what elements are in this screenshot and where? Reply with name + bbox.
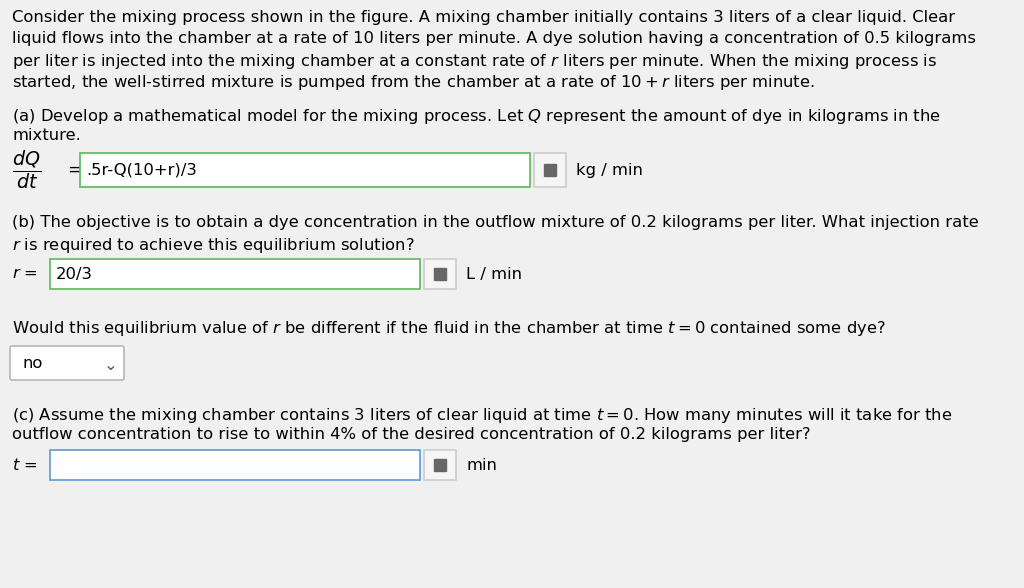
FancyBboxPatch shape <box>534 153 566 187</box>
Text: kg / min: kg / min <box>575 162 643 178</box>
FancyBboxPatch shape <box>424 450 456 480</box>
Text: Would this equilibrium value of $r$ be different if the fluid in the chamber at : Would this equilibrium value of $r$ be d… <box>12 319 886 338</box>
Text: per liter is injected into the mixing chamber at a constant rate of $r$ liters p: per liter is injected into the mixing ch… <box>12 52 937 71</box>
FancyBboxPatch shape <box>80 153 530 187</box>
Text: mixture.: mixture. <box>12 128 81 143</box>
Text: outflow concentration to rise to within 4% of the desired concentration of 0.2 k: outflow concentration to rise to within … <box>12 427 811 442</box>
Text: $r$ =: $r$ = <box>12 266 38 282</box>
Text: $t$ =: $t$ = <box>12 457 38 473</box>
Text: 20/3: 20/3 <box>56 266 93 282</box>
Text: min: min <box>466 457 497 473</box>
Text: (a) Develop a mathematical model for the mixing process. Let $Q$ represent the a: (a) Develop a mathematical model for the… <box>12 107 941 126</box>
Text: ⌄: ⌄ <box>104 358 118 373</box>
Text: Consider the mixing process shown in the figure. A mixing chamber initially cont: Consider the mixing process shown in the… <box>12 10 955 25</box>
FancyBboxPatch shape <box>424 259 456 289</box>
FancyBboxPatch shape <box>50 450 420 480</box>
Text: .5r-Q(10+r)/3: .5r-Q(10+r)/3 <box>86 162 197 178</box>
Text: liquid flows into the chamber at a rate of 10 liters per minute. A dye solution : liquid flows into the chamber at a rate … <box>12 31 976 46</box>
Text: started, the well-stirred mixture is pumped from the chamber at a rate of $10 + : started, the well-stirred mixture is pum… <box>12 73 815 92</box>
Text: no: no <box>22 356 42 370</box>
Text: $r$ is required to achieve this equilibrium solution?: $r$ is required to achieve this equilibr… <box>12 236 415 255</box>
Text: (c) Assume the mixing chamber contains 3 liters of clear liquid at time $t = 0$.: (c) Assume the mixing chamber contains 3… <box>12 406 952 425</box>
Text: (b) The objective is to obtain a dye concentration in the outflow mixture of 0.2: (b) The objective is to obtain a dye con… <box>12 215 979 230</box>
FancyBboxPatch shape <box>10 346 124 380</box>
FancyBboxPatch shape <box>50 259 420 289</box>
Text: L / min: L / min <box>466 266 522 282</box>
Text: $\dfrac{dQ}{dt}$: $\dfrac{dQ}{dt}$ <box>12 149 41 192</box>
Text: =: = <box>67 161 82 179</box>
